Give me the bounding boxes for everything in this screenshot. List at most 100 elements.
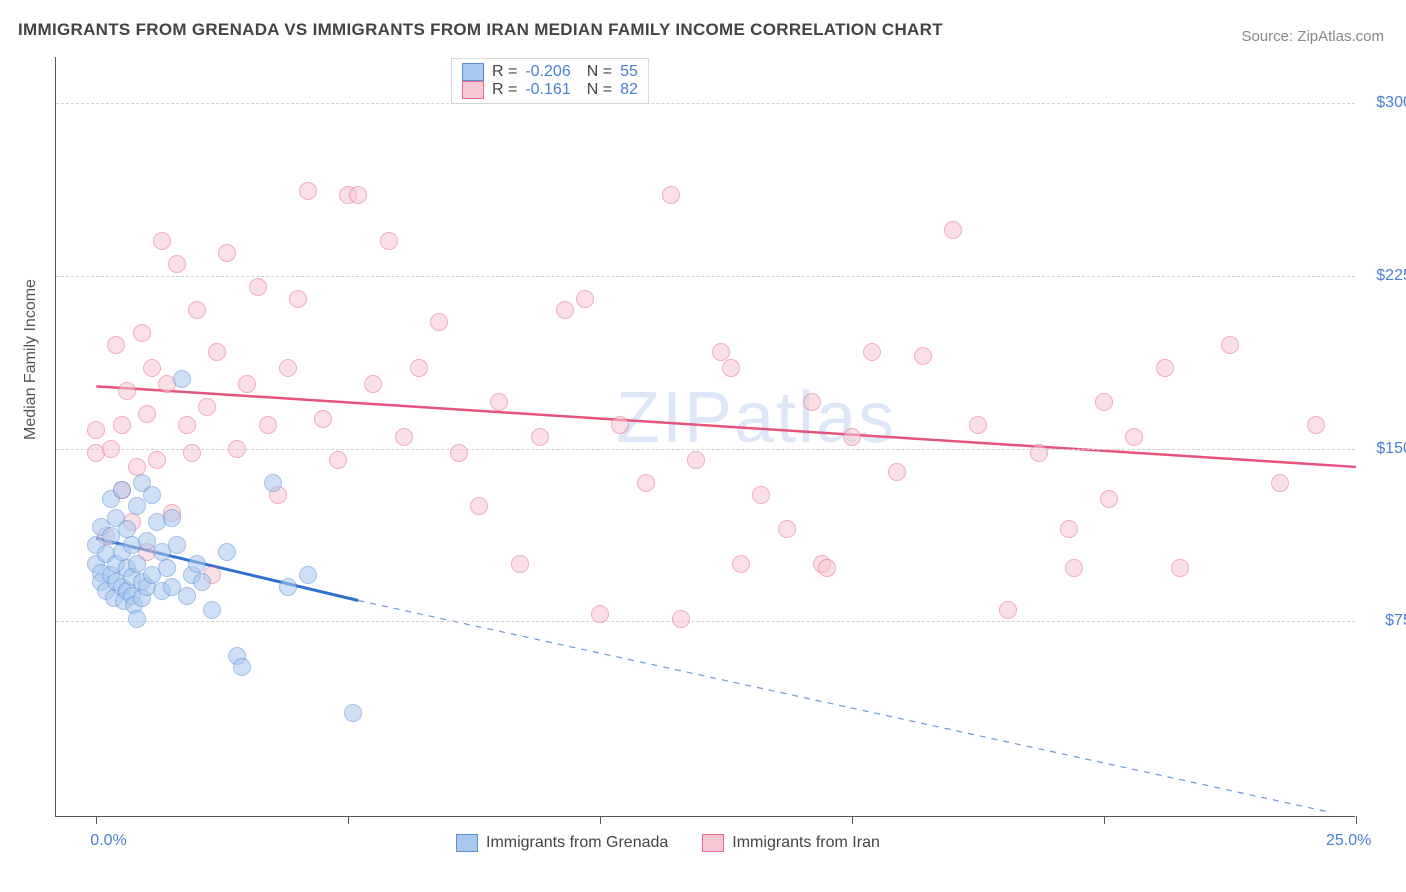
stat-r-label: R = xyxy=(492,63,517,81)
data-point xyxy=(289,290,307,308)
data-point xyxy=(1156,359,1174,377)
data-point xyxy=(1171,559,1189,577)
data-point xyxy=(1065,559,1083,577)
data-point xyxy=(264,474,282,492)
data-point xyxy=(208,343,226,361)
data-point xyxy=(863,343,881,361)
data-point xyxy=(158,559,176,577)
data-point xyxy=(107,336,125,354)
chart-container: IMMIGRANTS FROM GRENADA VS IMMIGRANTS FR… xyxy=(0,0,1406,892)
stat-n-grenada: 55 xyxy=(620,63,638,81)
data-point xyxy=(233,658,251,676)
data-point xyxy=(1271,474,1289,492)
data-point xyxy=(218,244,236,262)
data-point xyxy=(803,393,821,411)
data-point xyxy=(999,601,1017,619)
data-point xyxy=(611,416,629,434)
x-tick-label: 25.0% xyxy=(1326,832,1371,850)
stat-n-label: N = xyxy=(587,63,612,81)
data-point xyxy=(470,497,488,515)
x-tick-label: 0.0% xyxy=(90,832,126,850)
data-point xyxy=(188,555,206,573)
x-tick xyxy=(96,816,97,824)
data-point xyxy=(259,416,277,434)
legend-label-grenada: Immigrants from Grenada xyxy=(486,834,668,852)
trend-lines-layer xyxy=(56,57,1355,816)
legend-swatch-grenada xyxy=(462,63,484,81)
data-point xyxy=(279,359,297,377)
data-point xyxy=(133,324,151,342)
data-point xyxy=(349,186,367,204)
y-axis-title: Median Family Income xyxy=(22,279,40,440)
data-point xyxy=(153,232,171,250)
data-point xyxy=(249,278,267,296)
data-point xyxy=(490,393,508,411)
data-point xyxy=(1307,416,1325,434)
data-point xyxy=(637,474,655,492)
data-point xyxy=(364,375,382,393)
data-point xyxy=(87,421,105,439)
data-point xyxy=(752,486,770,504)
data-point xyxy=(1095,393,1113,411)
data-point xyxy=(1221,336,1239,354)
legend-swatch-grenada xyxy=(456,834,478,852)
x-tick xyxy=(852,816,853,824)
y-tick-label: $150,000 xyxy=(1376,440,1406,458)
data-point xyxy=(732,555,750,573)
data-point xyxy=(1060,520,1078,538)
data-point xyxy=(299,182,317,200)
data-point xyxy=(1100,490,1118,508)
data-point xyxy=(450,444,468,462)
gridline-h xyxy=(56,621,1355,622)
data-point xyxy=(168,255,186,273)
legend-swatch-iran xyxy=(702,834,724,852)
data-point xyxy=(178,587,196,605)
data-point xyxy=(218,543,236,561)
legend-item-grenada: Immigrants from Grenada xyxy=(456,834,668,852)
data-point xyxy=(344,704,362,722)
data-point xyxy=(591,605,609,623)
data-point xyxy=(168,536,186,554)
data-point xyxy=(198,398,216,416)
data-point xyxy=(113,416,131,434)
x-tick xyxy=(1356,816,1357,824)
source-attribution: Source: ZipAtlas.com xyxy=(1241,28,1384,45)
data-point xyxy=(380,232,398,250)
y-tick-label: $225,000 xyxy=(1376,267,1406,285)
data-point xyxy=(1125,428,1143,446)
trend-line xyxy=(358,601,1330,813)
stat-r-label: R = xyxy=(492,81,517,99)
data-point xyxy=(914,347,932,365)
data-point xyxy=(662,186,680,204)
data-point xyxy=(128,497,146,515)
stat-n-label: N = xyxy=(587,81,612,99)
data-point xyxy=(687,451,705,469)
data-point xyxy=(944,221,962,239)
data-point xyxy=(238,375,256,393)
stat-r-iran: -0.161 xyxy=(525,81,570,99)
x-tick xyxy=(600,816,601,824)
data-point xyxy=(193,573,211,591)
x-tick xyxy=(348,816,349,824)
data-point xyxy=(299,566,317,584)
legend-stats-box: R = -0.206 N = 55 R = -0.161 N = 82 xyxy=(451,58,649,104)
data-point xyxy=(556,301,574,319)
data-point xyxy=(102,440,120,458)
data-point xyxy=(314,410,332,428)
stat-n-iran: 82 xyxy=(620,81,638,99)
data-point xyxy=(178,416,196,434)
data-point xyxy=(888,463,906,481)
data-point xyxy=(128,610,146,628)
data-point xyxy=(113,481,131,499)
data-point xyxy=(148,451,166,469)
legend-label-iran: Immigrants from Iran xyxy=(732,834,880,852)
data-point xyxy=(395,428,413,446)
data-point xyxy=(1030,444,1048,462)
plot-area: ZIPatlas R = -0.206 N = 55 R = -0.161 N … xyxy=(55,57,1355,817)
data-point xyxy=(722,359,740,377)
data-point xyxy=(173,370,191,388)
data-point xyxy=(279,578,297,596)
stat-r-grenada: -0.206 xyxy=(525,63,570,81)
data-point xyxy=(228,440,246,458)
data-point xyxy=(576,290,594,308)
